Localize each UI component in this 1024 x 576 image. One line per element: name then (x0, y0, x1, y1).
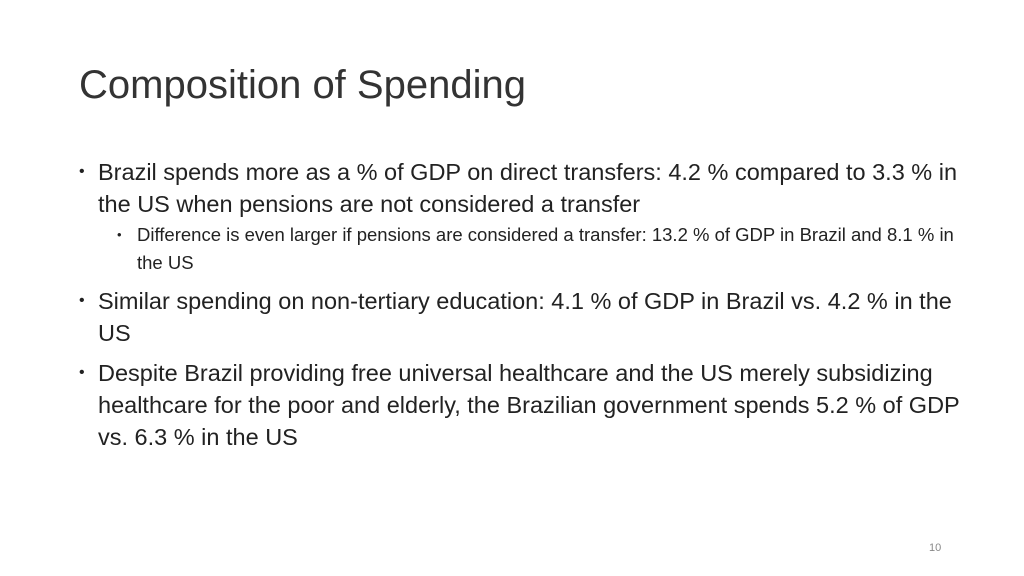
bullet-icon: • (79, 364, 85, 381)
subbullet-text: Difference is even larger if pensions ar… (137, 224, 954, 273)
slide-title: Composition of Spending (79, 63, 526, 107)
page-number: 10 (929, 542, 942, 554)
subbullet-pensions-transfer: • Difference is even larger if pensions … (117, 221, 979, 277)
bullet-icon: • (79, 163, 85, 180)
bullet-healthcare-spending: • Despite Brazil providing free universa… (79, 357, 979, 453)
bullet-text: Brazil spends more as a % of GDP on dire… (98, 159, 958, 217)
bullet-text: Similar spending on non-tertiary educati… (98, 288, 952, 346)
bullet-direct-transfers: • Brazil spends more as a % of GDP on di… (79, 156, 979, 277)
bullet-education-spending: • Similar spending on non-tertiary educa… (79, 285, 979, 349)
bullet-text: Despite Brazil providing free universal … (98, 360, 960, 450)
subbullet-icon: • (117, 227, 122, 242)
bullet-icon: • (79, 292, 85, 309)
slide-content: • Brazil spends more as a % of GDP on di… (79, 156, 979, 453)
subbullet-list: • Difference is even larger if pensions … (117, 221, 979, 277)
